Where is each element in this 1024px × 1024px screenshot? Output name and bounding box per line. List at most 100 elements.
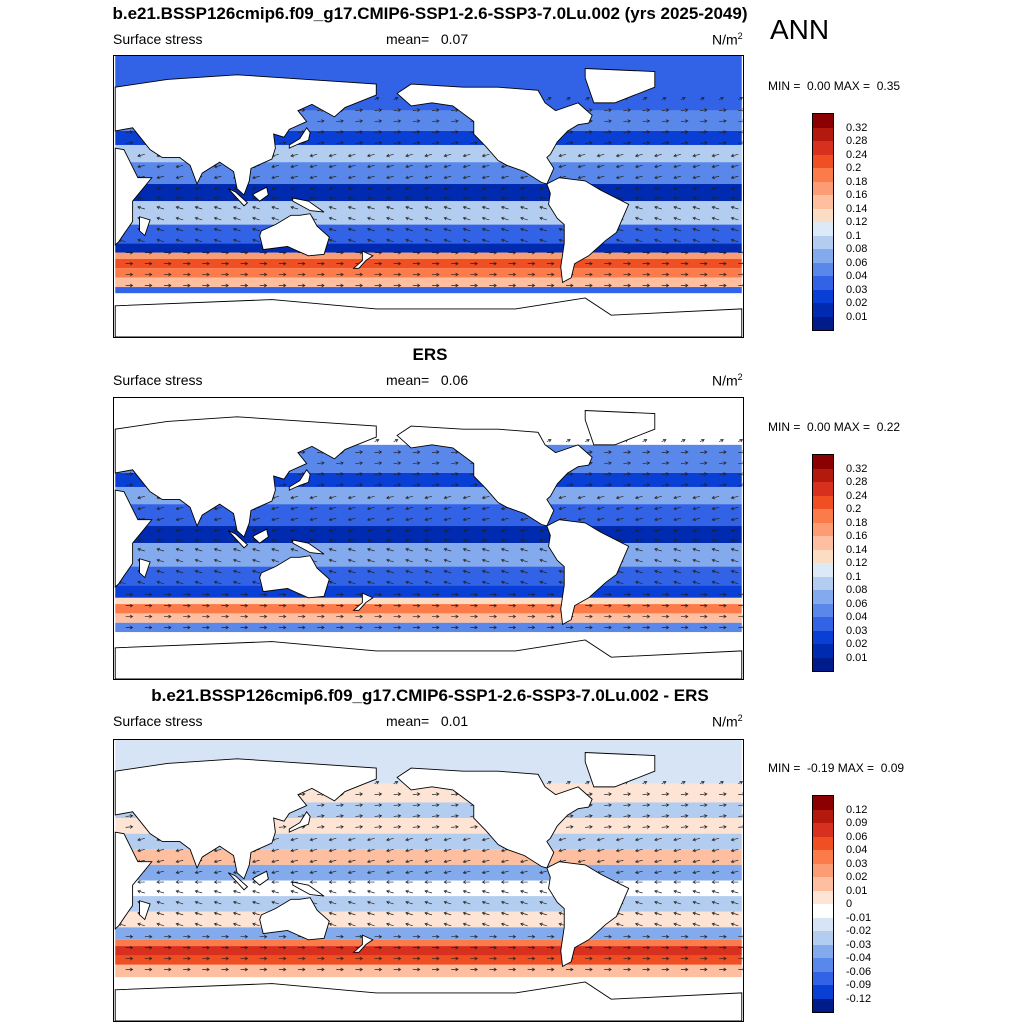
colorbar-tick-label: 0 [846,898,853,910]
colorbar-tick-label: -0.12 [846,992,872,1005]
land-outline [252,870,269,886]
colorbar-tick-label: 0.24 [846,148,868,161]
colorbar-tick-label: -0.02 [846,925,872,937]
land-outline [139,900,151,921]
land-outline [584,68,656,104]
colorbar-tick-label: 0.09 [846,817,868,829]
land-outline [288,811,311,833]
stress-band [115,622,742,633]
colorbar-tick-label: 0.04 [846,611,868,623]
colorbar-swatch [813,823,833,837]
colorbar-swatch [813,316,833,330]
map-canvas [114,740,743,1021]
panel-1-colorbar [812,113,834,331]
stress-band [115,268,742,278]
colorbar-swatch [813,603,833,617]
land-outline [114,489,153,588]
colorbar-tick-label: 0.01 [846,310,868,323]
colorbar-swatch [813,168,833,182]
colorbar-tick-label: 0.1 [846,570,862,583]
colorbar-tick-label: 0.18 [846,516,868,529]
stress-band [115,613,742,623]
colorbar-tick-label: 0.06 [846,256,868,269]
colorbar-tick-label: 0.06 [846,830,868,843]
map-canvas [114,398,743,679]
stress-band [115,896,742,912]
stress-vectors [118,781,743,972]
land-outline [584,752,656,788]
land-outline [259,897,330,941]
colorbar-swatch [813,904,833,918]
land-outline [546,177,630,284]
colorbar-swatch [813,455,833,469]
colorbar-swatch [813,590,833,604]
colorbar-tick-label: -0.01 [846,911,872,924]
land-outline [114,981,743,1021]
colorbar-tick-label: 0.2 [846,162,862,174]
stress-band [115,964,742,978]
colorbar-tick-label: 0.04 [846,270,868,282]
colorbar-swatch [813,617,833,631]
panel-2-colorbar [812,454,834,672]
stress-band [115,258,742,269]
land-outline [292,881,325,897]
stress-band [115,543,742,567]
colorbar-tick-label: 0.16 [846,530,868,542]
land-outline [352,250,374,269]
colorbar-swatch [813,522,833,536]
panel-3-variable: Surface stress [113,713,203,729]
colorbar-swatch [813,495,833,509]
panel-2-map [113,397,744,680]
colorbar-swatch [813,630,833,644]
land-outline [396,767,593,869]
stress-band [115,604,742,614]
colorbar-tick-label: 0.1 [846,229,862,242]
stress-band [115,939,742,947]
colorbar-tick-label: 0.28 [846,476,868,488]
colorbar-tick-label: -0.03 [846,938,872,951]
stress-band [115,946,742,956]
colorbar-swatch [813,944,833,958]
panel-1-units: N/m2 [712,31,743,48]
colorbar-swatch [813,195,833,209]
stress-band [115,243,742,253]
land-outline [114,831,153,930]
colorbar-swatch [813,809,833,823]
colorbar-tick-label: 0.04 [846,844,868,856]
colorbar-tick-label: -0.06 [846,965,872,978]
stress-band [115,597,742,605]
land-outline [292,539,325,555]
land-outline [227,530,249,549]
colorbar-swatch [813,917,833,931]
colorbar-tick-label: 0.01 [846,651,868,664]
panel-2-title: ERS [412,345,448,364]
land-outline [288,469,311,491]
colorbar-swatch [813,303,833,317]
colorbar-tick-label: 0.01 [846,884,868,897]
land-outline [227,872,249,891]
colorbar-swatch [813,127,833,141]
panel-2-minmax: MIN = 0.00 MAX = 0.22 [768,420,901,434]
panel-2-variable: Surface stress [113,372,203,388]
colorbar-tick-label: 0.02 [846,297,868,309]
panel-1-variable: Surface stress [113,31,203,47]
colorbar-tick-label: 0.18 [846,175,868,188]
panel-3-colorbar [812,795,834,1013]
colorbar-tick-label: 0.06 [846,597,868,610]
colorbar-swatch [813,563,833,577]
colorbar-swatch [813,971,833,985]
colorbar-tick-label: 0.12 [846,803,868,816]
colorbar-swatch [813,657,833,671]
colorbar-tick-label: 0.08 [846,243,868,255]
land-outline [396,425,593,527]
colorbar-swatch [813,536,833,550]
colorbar-tick-label: 0.32 [846,121,868,134]
colorbar-swatch [813,850,833,864]
colorbar-swatch [813,509,833,523]
panel-1-mean: mean= 0.07 [386,31,469,47]
colorbar-tick-label: 0.14 [846,543,868,556]
stress-band [115,201,742,225]
stress-band [115,526,742,544]
stress-band [115,184,742,202]
land-outline [114,639,743,679]
